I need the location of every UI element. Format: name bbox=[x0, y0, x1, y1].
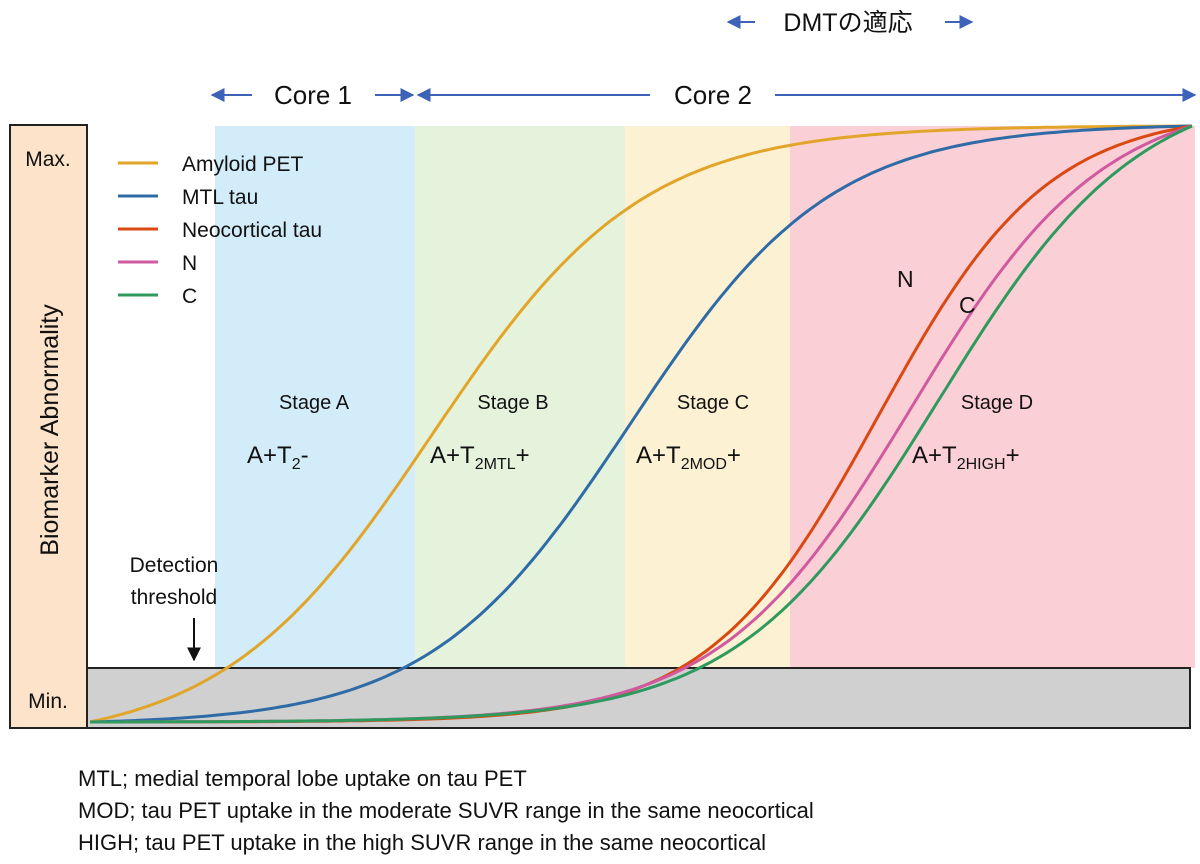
stage-c-criteria-tail: + bbox=[727, 442, 741, 469]
stage-c-criteria-main: A+T bbox=[636, 442, 681, 469]
stage-a-criteria-tail: - bbox=[301, 442, 309, 469]
legend-label-n: N bbox=[182, 252, 197, 275]
footnote-high: HIGH; tau PET uptake in the high SUVR ra… bbox=[78, 830, 767, 855]
stage-b-criteria-main: A+T bbox=[430, 442, 475, 469]
legend-label-c: C bbox=[182, 285, 197, 308]
stage-a-name: Stage A bbox=[279, 392, 350, 414]
legend-label-neocortical-tau: Neocortical tau bbox=[182, 219, 322, 242]
curve-label-n: N bbox=[897, 266, 914, 292]
core2-label: Core 2 bbox=[674, 80, 752, 110]
stage-d-criteria-main: A+T bbox=[912, 442, 957, 469]
y-axis-panel bbox=[9, 124, 88, 729]
curves-layer bbox=[89, 124, 1193, 724]
legend-label-amyloid: Amyloid PET bbox=[182, 153, 304, 176]
series-line-amyloid-pet bbox=[89, 124, 1192, 724]
stage-b-criteria-tail: + bbox=[516, 442, 530, 469]
below-threshold-band bbox=[86, 667, 1191, 729]
stage-c-criteria-sub: 2MOD bbox=[681, 456, 727, 473]
stage-a-criteria-sub: 2 bbox=[292, 456, 301, 473]
stage-b-name: Stage B bbox=[477, 392, 548, 414]
series-line-c bbox=[90, 124, 1193, 724]
stage-c-band bbox=[625, 126, 790, 668]
footnote-mtl: MTL; medial temporal lobe uptake on tau … bbox=[78, 766, 527, 791]
stage-d-criteria-tail: + bbox=[1006, 442, 1020, 469]
stage-a-band bbox=[215, 126, 415, 668]
core1-label: Core 1 bbox=[274, 80, 352, 110]
stage-d-band bbox=[790, 126, 1195, 668]
stage-d-criteria-sub: 2HIGH bbox=[957, 456, 1006, 473]
detection-threshold-label-line1: Detection bbox=[130, 554, 219, 577]
stage-c-name: Stage C bbox=[677, 392, 749, 414]
footnote-mod: MOD; tau PET uptake in the moderate SUVR… bbox=[78, 798, 814, 823]
stage-b-criteria: A+T2MTL+ bbox=[430, 442, 530, 473]
legend-label-mtl-tau: MTL tau bbox=[182, 186, 258, 209]
stage-d-criteria: A+T2HIGH+ bbox=[912, 442, 1020, 473]
detection-threshold-label-line2: threshold bbox=[131, 586, 217, 609]
stage-b-band bbox=[415, 126, 625, 668]
stage-a-criteria-main: A+T bbox=[247, 442, 292, 469]
y-tick-min: Min. bbox=[28, 690, 68, 713]
stage-a-criteria: A+T2- bbox=[247, 442, 309, 473]
y-tick-max: Max. bbox=[25, 148, 71, 171]
stage-c-criteria: A+T2MOD+ bbox=[636, 442, 741, 473]
curve-label-c: C bbox=[959, 292, 976, 318]
legend: Amyloid PET MTL tau Neocortical tau N C bbox=[118, 153, 322, 308]
y-axis-label: Biomarker Abnormality bbox=[36, 304, 64, 556]
series-line-mtl-tau bbox=[89, 124, 1193, 724]
dmt-label: DMTの適応 bbox=[783, 9, 912, 37]
stage-b-criteria-sub: 2MTL bbox=[475, 456, 516, 473]
stage-d-name: Stage D bbox=[961, 392, 1033, 414]
